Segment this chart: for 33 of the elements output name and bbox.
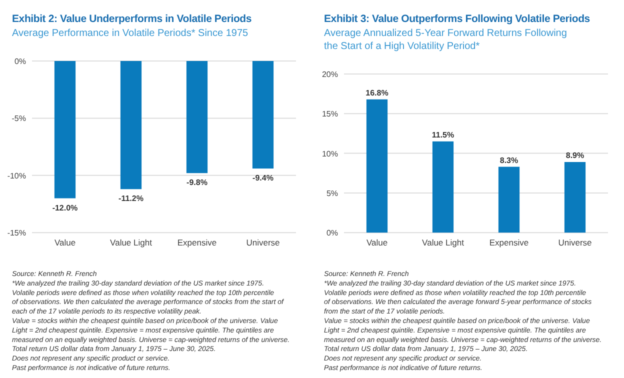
y-tick-label: -10%	[7, 171, 26, 180]
chart-subtitle: Average Performance in Volatile Periods* Since 1975	[12, 28, 249, 39]
chart-title: Exhibit 2: Value Underperforms in Volatile Periods	[12, 13, 252, 25]
bar	[498, 166, 520, 233]
data-label: -9.8%	[186, 178, 208, 188]
y-tick-label: 0%	[326, 228, 338, 238]
chart-title: Exhibit 3: Value Outperforms Following Volatile Periods	[324, 13, 590, 25]
x-tick-label: Universe	[558, 238, 592, 248]
data-label: -9.4%	[252, 174, 274, 183]
data-label: -12.0%	[52, 203, 78, 212]
y-tick-label: 15%	[322, 110, 338, 119]
bar	[366, 99, 388, 233]
chart-subtitle: Average Annualized 5-Year Forward Returns Following the Start of a High Volatility Period*	[324, 28, 567, 52]
data-label: 8.3%	[500, 156, 518, 165]
data-label: 8.9%	[566, 151, 584, 160]
x-tick-label: Value Light	[422, 238, 465, 248]
y-tick-label: 20%	[322, 70, 338, 79]
y-tick-label: -5%	[12, 114, 26, 124]
y-tick-label: -15%	[7, 228, 26, 238]
data-label: -11.2%	[118, 194, 144, 204]
x-tick-label: Value Light	[110, 238, 153, 248]
bar	[432, 141, 454, 233]
data-label: 11.5%	[432, 130, 454, 140]
data-label: 16.8%	[366, 88, 388, 98]
x-tick-label: Expensive	[177, 238, 217, 248]
x-tick-label: Value	[366, 238, 388, 248]
y-tick-label: 5%	[326, 188, 338, 198]
y-tick-label: 10%	[322, 149, 338, 158]
x-tick-label: Value	[54, 238, 76, 248]
x-tick-label: Universe	[246, 238, 280, 248]
x-tick-label: Expensive	[489, 238, 529, 248]
y-tick-label: 0%	[14, 57, 26, 66]
bar	[564, 162, 586, 233]
